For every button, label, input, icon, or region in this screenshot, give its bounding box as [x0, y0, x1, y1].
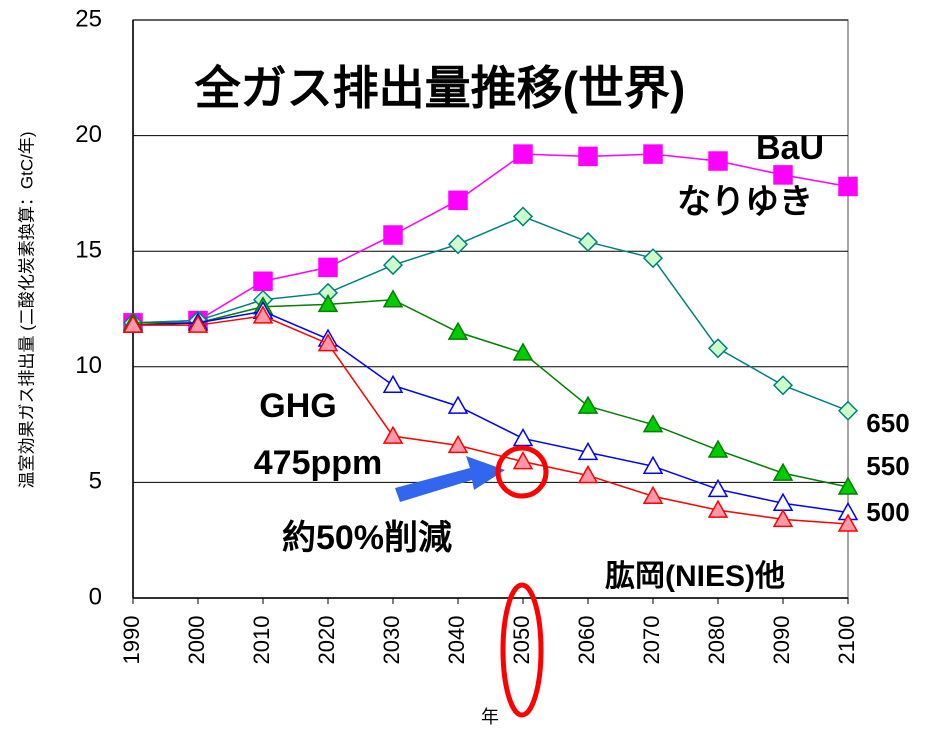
y-tick-label: 20	[75, 121, 102, 148]
marker	[317, 333, 339, 352]
marker	[512, 342, 534, 361]
x-tick-label: 2030	[379, 616, 404, 665]
marker	[383, 225, 403, 245]
marker	[837, 513, 859, 532]
x-tick-label: 2100	[834, 616, 859, 665]
x-tick-label: 1990	[119, 616, 144, 665]
marker	[643, 144, 663, 164]
annotation: 約50%削減	[282, 519, 452, 557]
x-tick-label: 2020	[314, 616, 339, 665]
marker	[642, 485, 664, 505]
x-axis-label: 年	[481, 707, 499, 727]
line	[133, 298, 849, 488]
marker	[382, 374, 404, 394]
line	[132, 153, 849, 324]
highlight-circle	[495, 445, 549, 499]
marker	[512, 427, 534, 447]
marker	[577, 441, 599, 461]
marker	[382, 289, 404, 308]
x-tick-label: 2060	[574, 616, 599, 665]
x-tick-label: 2000	[184, 616, 209, 665]
line	[132, 310, 849, 514]
x-tick-label: 2010	[249, 616, 274, 665]
marker	[512, 206, 534, 227]
marker	[772, 462, 794, 481]
marker	[772, 508, 794, 528]
series-label: BaU	[756, 129, 824, 167]
marker	[447, 234, 469, 255]
marker	[253, 271, 273, 292]
line	[132, 215, 849, 412]
marker	[772, 375, 794, 396]
marker	[382, 255, 404, 276]
marker	[707, 439, 729, 458]
marker	[447, 321, 469, 340]
marker	[708, 151, 728, 171]
y-axis-label: 温室効果ガス排出量 (二酸化炭素換算：GtC/年)	[17, 132, 36, 489]
chart-title: 全ガス排出量推移(世界)	[194, 62, 686, 114]
x-tick-label: 2040	[444, 616, 469, 665]
annotation: なりゆき	[677, 183, 813, 221]
marker	[122, 314, 144, 333]
series-label: 650	[866, 408, 909, 438]
marker	[838, 176, 858, 197]
y-tick-label: 10	[75, 352, 102, 379]
marker	[187, 314, 209, 333]
marker	[707, 338, 729, 359]
line	[133, 315, 849, 525]
x-tick-label: 2090	[769, 616, 794, 665]
x-tick-label: 2050	[509, 616, 534, 665]
marker	[252, 305, 274, 324]
annotation: 肱岡(NIES)他	[605, 560, 785, 593]
annotation: GHG	[259, 387, 336, 425]
marker	[642, 248, 664, 269]
marker	[318, 257, 338, 278]
marker	[837, 476, 859, 495]
marker	[837, 400, 859, 421]
marker	[577, 395, 599, 414]
series-label: 550	[866, 451, 909, 481]
y-tick-label: 5	[89, 468, 102, 495]
y-tick-label: 0	[89, 583, 102, 610]
marker	[382, 425, 404, 444]
marker	[513, 144, 533, 164]
marker	[773, 165, 793, 185]
highlight-ellipse	[500, 582, 544, 718]
plot	[122, 19, 859, 604]
marker	[447, 434, 469, 454]
marker	[447, 395, 469, 414]
y-tick-label: 25	[75, 5, 102, 32]
series-label: 500	[866, 497, 909, 527]
arrow	[395, 456, 505, 502]
marker	[448, 190, 468, 211]
marker	[707, 499, 729, 518]
marker	[577, 464, 599, 484]
marker	[642, 414, 664, 433]
x-tick-label: 2080	[704, 616, 729, 665]
series-label: 475ppm	[254, 444, 383, 482]
marker	[577, 231, 599, 253]
y-tick-label: 15	[75, 237, 102, 264]
marker	[707, 478, 729, 498]
marker	[317, 293, 339, 313]
marker	[578, 146, 598, 167]
marker	[642, 455, 664, 474]
x-tick-label: 2070	[639, 616, 664, 665]
marker	[512, 451, 534, 470]
